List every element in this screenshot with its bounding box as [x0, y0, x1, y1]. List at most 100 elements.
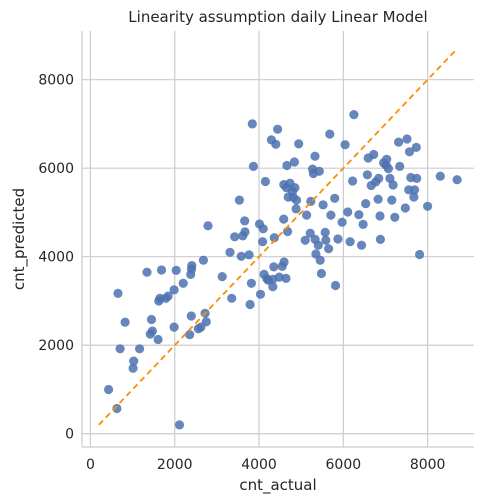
scatter-point	[300, 235, 310, 245]
scatter-point	[289, 157, 299, 167]
scatter-point	[324, 244, 334, 254]
scatter-point	[169, 285, 179, 295]
y-tick-label: 0	[65, 427, 74, 443]
scatter-point	[203, 221, 213, 231]
scatter-point	[333, 234, 343, 244]
scatter-point	[269, 262, 279, 272]
y-tick-label: 4000	[38, 250, 74, 266]
scatter-point	[104, 384, 114, 395]
scatter-point	[400, 203, 410, 213]
scatter-point	[120, 317, 130, 327]
scatter-point	[198, 255, 208, 265]
scatter-point	[178, 278, 188, 288]
scatter-point	[354, 210, 364, 220]
scatter-point	[343, 207, 353, 217]
scatter-point	[230, 232, 240, 242]
scatter-point	[147, 326, 157, 336]
scatter-point	[185, 330, 195, 340]
scatter-point	[217, 272, 227, 282]
scatter-point	[240, 216, 250, 226]
scatter-point	[369, 149, 379, 160]
scatter-point	[305, 228, 315, 238]
scatter-point	[373, 194, 383, 204]
scatter-point	[291, 204, 301, 214]
scatter-point	[169, 322, 179, 332]
x-tick-label: 6000	[326, 457, 362, 473]
scatter-point	[244, 250, 254, 260]
scatter-point	[326, 210, 336, 220]
scatter-point	[404, 147, 415, 157]
scatter-point	[171, 265, 181, 275]
scatter-point	[248, 161, 258, 171]
chart-title: Linearity assumption daily Linear Model	[128, 8, 427, 26]
scatter-point	[128, 363, 138, 373]
scatter-point	[315, 255, 325, 265]
scatter-point	[348, 176, 358, 186]
x-tick-label: 2000	[157, 457, 193, 473]
axes-spines	[81, 31, 474, 448]
scatter-point	[358, 219, 368, 229]
scatter-point	[153, 334, 163, 345]
scatter-point	[146, 314, 157, 325]
y-tick-label: 8000	[38, 73, 74, 89]
scatter-point	[313, 240, 323, 250]
scatter-point	[361, 199, 371, 209]
scatter-point	[163, 291, 173, 301]
scatter-point	[271, 139, 281, 149]
scatter-point	[247, 119, 257, 129]
scatter-point	[279, 214, 289, 224]
scatter-point	[395, 161, 405, 171]
scatter-point	[129, 356, 139, 366]
scatter-point	[115, 344, 125, 354]
scatter-point	[282, 160, 292, 171]
y-axis-label: cnt_predicted	[10, 188, 29, 290]
scatter-point	[349, 110, 359, 120]
scatter-point	[187, 261, 197, 271]
tick-labels: 0 2000 4000 6000 8000 0 2000 4000 6000 8000	[38, 73, 445, 473]
scatter-point	[225, 247, 235, 257]
scatter-point	[234, 195, 244, 205]
scatter-point	[156, 265, 167, 275]
x-axis-label: cnt_actual	[239, 476, 316, 495]
scatter-point	[388, 180, 398, 190]
scatter-point	[387, 195, 397, 205]
scatter-point	[411, 142, 421, 152]
scatter-point	[281, 273, 291, 283]
scatter-point	[340, 140, 350, 150]
scatter-point	[258, 224, 268, 234]
scatter-point	[260, 176, 270, 187]
scatter-point	[290, 183, 300, 193]
scatter-point	[383, 164, 393, 174]
x-tick-label: 8000	[410, 457, 446, 473]
scatter-point	[112, 403, 122, 414]
scatter-point	[356, 240, 367, 250]
y-tick-label: 2000	[38, 338, 74, 354]
scatter-point	[273, 124, 283, 134]
scatter-point	[227, 293, 237, 303]
grid-lines	[82, 31, 474, 447]
scatter-point	[318, 200, 328, 210]
scatter-point	[402, 134, 412, 144]
scatter-point	[345, 237, 355, 247]
scatter-point	[316, 268, 326, 279]
scatter-point	[201, 317, 211, 327]
data-points	[104, 110, 462, 430]
y-tick-label: 6000	[38, 161, 74, 177]
scatter-point	[362, 170, 372, 180]
scatter-point	[246, 278, 256, 288]
scatter-point	[302, 210, 312, 220]
scatter-point	[245, 299, 255, 310]
scatter-point	[174, 420, 185, 430]
scatter-point	[258, 237, 268, 247]
scatter-point	[186, 311, 196, 321]
scatter-point	[337, 217, 347, 227]
scatter-point	[142, 267, 152, 277]
scatter-point	[415, 249, 425, 260]
scatter-point	[382, 154, 392, 164]
scatter-point	[452, 175, 462, 185]
scatter-point	[314, 166, 324, 176]
scatter-point	[330, 193, 340, 203]
scatter-point	[374, 173, 384, 183]
scatter-point	[410, 185, 420, 195]
